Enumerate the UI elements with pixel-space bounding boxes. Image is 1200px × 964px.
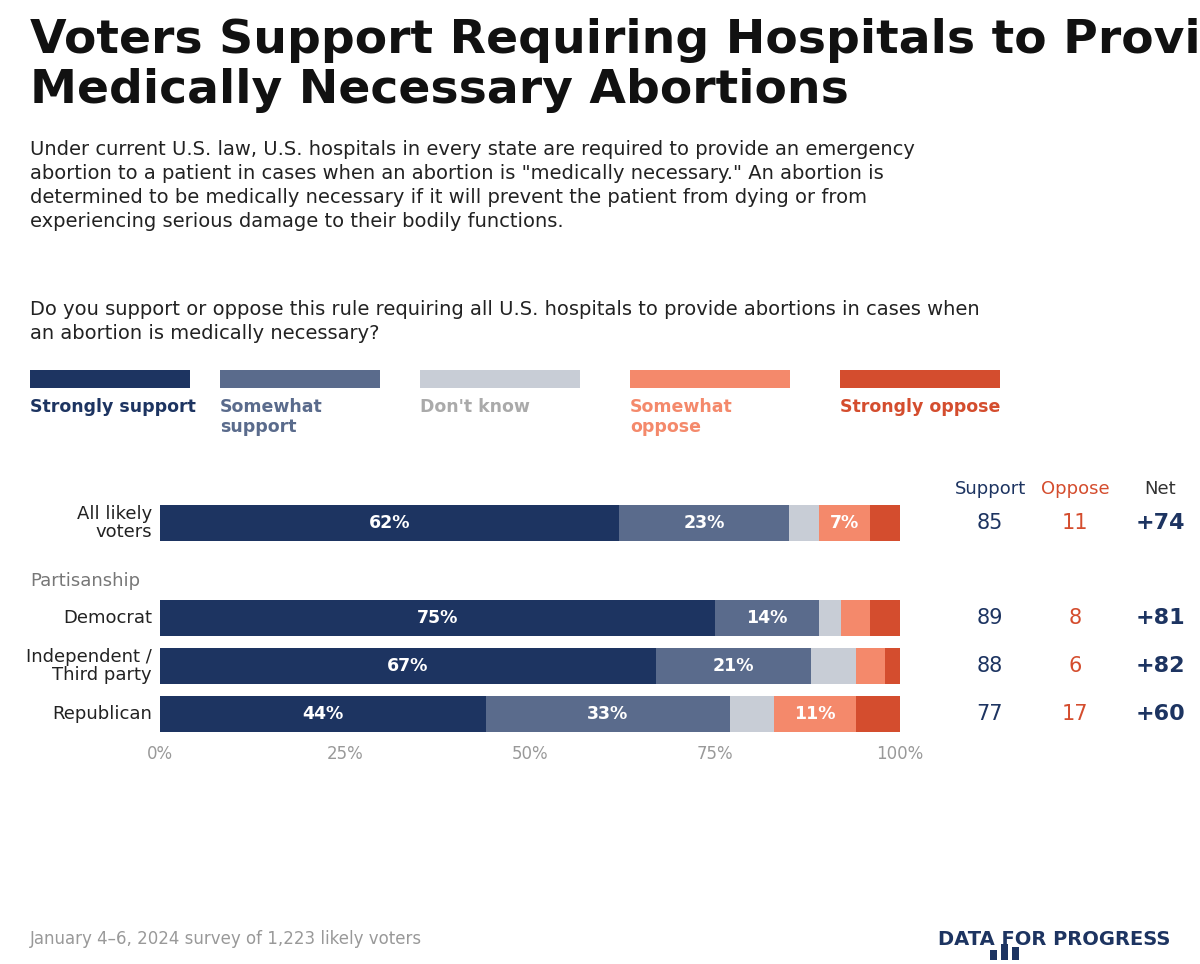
Text: +74: +74 [1135, 513, 1184, 533]
Text: 23%: 23% [683, 514, 725, 532]
Bar [1001, 944, 1008, 960]
Text: determined to be medically necessary if it will prevent the patient from dying o: determined to be medically necessary if … [30, 188, 866, 207]
Text: Oppose: Oppose [1040, 480, 1109, 498]
Text: 6: 6 [1068, 656, 1081, 676]
Bar [840, 370, 1000, 388]
Text: 50%: 50% [511, 745, 548, 763]
Bar [30, 370, 190, 388]
Text: +82: +82 [1135, 656, 1184, 676]
Bar [774, 696, 856, 732]
Text: Net: Net [1144, 480, 1176, 498]
Text: Somewhat: Somewhat [630, 398, 733, 416]
Text: Strongly support: Strongly support [30, 398, 196, 416]
Bar [730, 696, 774, 732]
Bar [655, 648, 811, 684]
Text: Don't know: Don't know [420, 398, 530, 416]
Text: Do you support or oppose this rule requiring all U.S. hospitals to provide abort: Do you support or oppose this rule requi… [30, 300, 979, 319]
Text: Republican: Republican [52, 705, 152, 723]
Text: voters: voters [95, 523, 152, 541]
Text: All likely: All likely [77, 505, 152, 523]
Text: 89: 89 [977, 608, 1003, 628]
Text: Somewhat: Somewhat [220, 398, 323, 416]
Text: 25%: 25% [326, 745, 364, 763]
Text: 17: 17 [1062, 704, 1088, 724]
Bar [160, 696, 486, 732]
Text: Independent /: Independent / [26, 648, 152, 666]
Bar [856, 696, 900, 732]
Text: DATA FOR PROGRESS: DATA FOR PROGRESS [937, 930, 1170, 949]
Text: Under current U.S. law, U.S. hospitals in every state are required to provide an: Under current U.S. law, U.S. hospitals i… [30, 140, 914, 159]
Text: 0%: 0% [146, 745, 173, 763]
Text: 85: 85 [977, 513, 1003, 533]
Bar [870, 505, 900, 541]
Text: 75%: 75% [416, 609, 458, 627]
Text: Strongly oppose: Strongly oppose [840, 398, 1001, 416]
Text: 11: 11 [1062, 513, 1088, 533]
Text: 62%: 62% [368, 514, 410, 532]
Text: Support: Support [954, 480, 1026, 498]
Bar [160, 648, 655, 684]
Bar [220, 370, 380, 388]
Bar [160, 505, 619, 541]
Bar [818, 600, 841, 636]
Bar [715, 600, 818, 636]
Bar [486, 696, 730, 732]
Text: +81: +81 [1135, 608, 1184, 628]
Text: 44%: 44% [302, 705, 343, 723]
Text: 11%: 11% [794, 705, 835, 723]
Text: Democrat: Democrat [64, 609, 152, 627]
Bar [160, 600, 715, 636]
Text: oppose: oppose [630, 418, 701, 436]
Text: 75%: 75% [697, 745, 733, 763]
Bar [630, 370, 790, 388]
Bar [1012, 947, 1019, 960]
Text: Third party: Third party [53, 666, 152, 684]
Text: Partisanship: Partisanship [30, 572, 140, 590]
Text: 21%: 21% [713, 657, 755, 675]
Bar [811, 648, 856, 684]
Bar [420, 370, 580, 388]
Text: 33%: 33% [587, 705, 629, 723]
Text: January 4–6, 2024 survey of 1,223 likely voters: January 4–6, 2024 survey of 1,223 likely… [30, 930, 422, 948]
Text: 8: 8 [1068, 608, 1081, 628]
Bar [818, 505, 870, 541]
Bar [619, 505, 790, 541]
Text: 7%: 7% [830, 514, 859, 532]
Text: experiencing serious damage to their bodily functions.: experiencing serious damage to their bod… [30, 212, 564, 231]
Text: an abortion is medically necessary?: an abortion is medically necessary? [30, 324, 379, 343]
Text: Medically Necessary Abortions: Medically Necessary Abortions [30, 68, 848, 113]
Bar [790, 505, 818, 541]
Bar [990, 950, 997, 960]
Text: 77: 77 [977, 704, 1003, 724]
Text: +60: +60 [1135, 704, 1184, 724]
Bar [856, 648, 886, 684]
Bar [841, 600, 870, 636]
Text: Voters Support Requiring Hospitals to Provide: Voters Support Requiring Hospitals to Pr… [30, 18, 1200, 63]
Text: support: support [220, 418, 296, 436]
Text: 88: 88 [977, 656, 1003, 676]
Text: 100%: 100% [876, 745, 924, 763]
Text: 67%: 67% [388, 657, 428, 675]
Bar [870, 600, 900, 636]
Text: 14%: 14% [746, 609, 787, 627]
Text: abortion to a patient in cases when an abortion is "medically necessary." An abo: abortion to a patient in cases when an a… [30, 164, 883, 183]
Bar [886, 648, 900, 684]
